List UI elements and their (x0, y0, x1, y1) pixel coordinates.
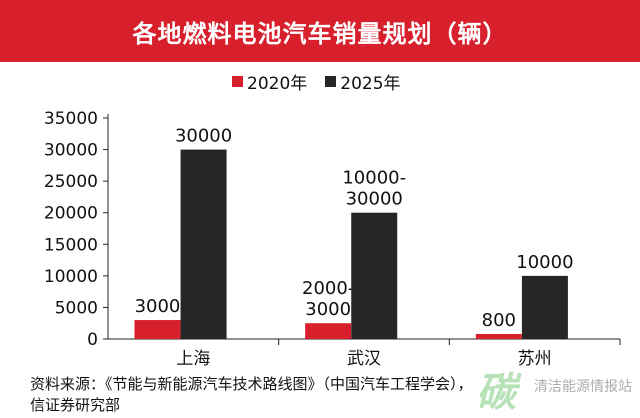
watermark-text: 清洁能源情报站 (534, 379, 632, 395)
source-line-2: 信证券研究部 (30, 396, 121, 414)
x-category-label: 苏州 (518, 349, 552, 369)
y-tick-label: 15000 (44, 235, 98, 255)
legend-item-2020: 2020年 (232, 69, 307, 94)
data-label: 3000 (135, 296, 181, 317)
x-category-label: 上海 (176, 349, 210, 369)
data-label: 10000-30000 (342, 168, 406, 210)
data-label: 10000 (516, 252, 573, 273)
y-tick-label: 0 (87, 330, 98, 350)
chart-title-bar: 各地燃料电池汽车销量规划（辆） (0, 0, 640, 62)
legend-swatch-2020 (232, 75, 243, 87)
bar-2025 (521, 275, 568, 339)
y-tick-label: 5000 (55, 298, 98, 318)
bar-2025 (351, 212, 398, 339)
bar-2020 (475, 333, 522, 339)
legend-item-2025: 2025年 (325, 69, 401, 94)
data-label: 30000 (175, 126, 232, 147)
bar-2025 (180, 149, 227, 339)
data-label: 800 (482, 310, 516, 331)
y-tick-label: 10000 (44, 267, 98, 287)
y-tick-label: 25000 (44, 172, 98, 192)
chart-title: 各地燃料电池汽车销量规划（辆） (132, 19, 508, 48)
y-tick-label: 35000 (44, 109, 98, 129)
source-note: 资料来源：《节能与新能源汽车技术路线图》（中国汽车工程学会）， 信证券研究部 (30, 374, 630, 416)
x-category-label: 武汉 (347, 349, 381, 369)
bar-2020 (305, 323, 352, 339)
y-tick-label: 20000 (44, 204, 98, 224)
legend-swatch-2025 (325, 75, 337, 87)
source-line-1: 资料来源：《节能与新能源汽车技术路线图》（中国汽车工程学会）， (30, 375, 473, 393)
legend-label-2020: 2020年 (247, 73, 308, 94)
bar-2020 (134, 320, 181, 339)
data-label: 2000-3000 (302, 278, 354, 320)
legend-label-2025: 2025年 (340, 73, 401, 94)
y-tick-label: 30000 (44, 141, 98, 161)
chart-legend: 2020年 2025年 (232, 69, 401, 94)
watermark-logo-icon: 碳 (476, 370, 516, 416)
watermark: 碳 清洁能源情报站 (470, 352, 640, 418)
